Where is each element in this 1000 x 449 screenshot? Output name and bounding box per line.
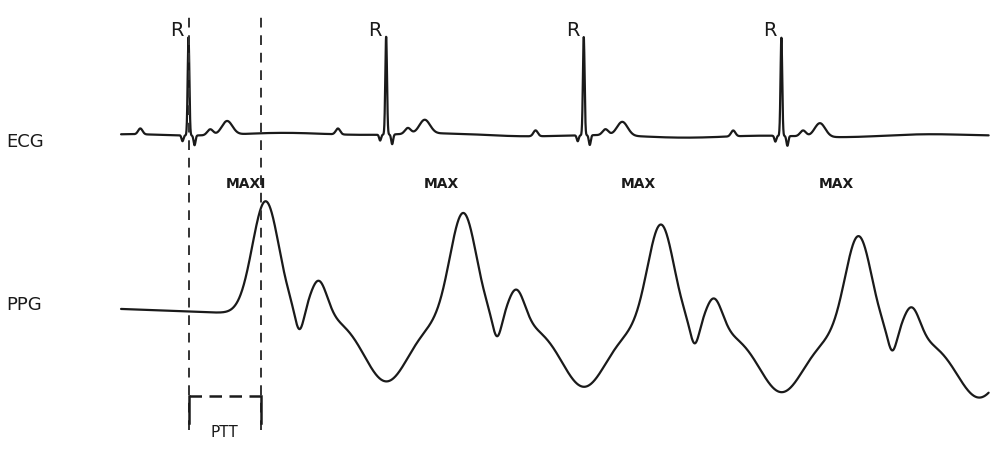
Text: MAX: MAX bbox=[819, 177, 854, 191]
Text: R: R bbox=[763, 22, 777, 40]
Text: R: R bbox=[171, 22, 184, 40]
Text: R: R bbox=[566, 22, 579, 40]
Text: PPG: PPG bbox=[6, 296, 42, 314]
Text: MAX: MAX bbox=[621, 177, 656, 191]
Text: MAXI: MAXI bbox=[226, 177, 266, 191]
Text: R: R bbox=[368, 22, 382, 40]
Text: MAX: MAX bbox=[424, 177, 459, 191]
Text: ECG: ECG bbox=[6, 133, 44, 151]
Text: PTT: PTT bbox=[211, 425, 239, 440]
